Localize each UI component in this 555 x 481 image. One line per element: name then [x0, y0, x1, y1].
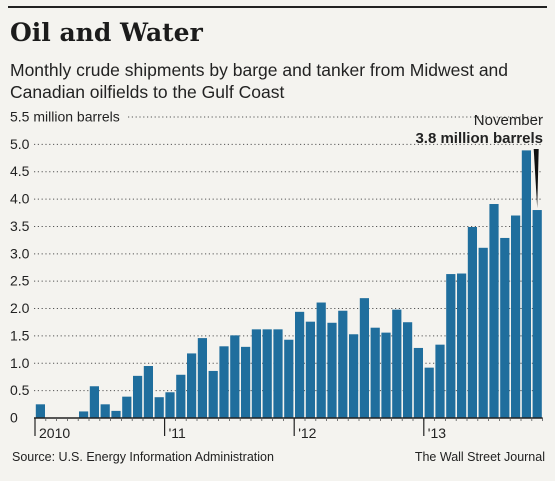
bar [446, 274, 456, 418]
y-tick-label: 2.0 [10, 300, 30, 316]
bar [122, 396, 132, 418]
y-tick-label: 3.5 [10, 218, 30, 234]
x-year-label: '12 [298, 425, 316, 441]
bar [273, 329, 283, 418]
top-rule [8, 6, 547, 8]
bar [219, 346, 229, 418]
x-year-label: 2010 [39, 425, 70, 441]
bar [392, 309, 402, 418]
bar [467, 227, 477, 418]
annotation-value-label: 3.8 million barrels [415, 130, 543, 147]
bar [457, 273, 467, 418]
bar [262, 329, 272, 418]
bar [79, 411, 89, 418]
annotation-month-label: November [474, 112, 543, 129]
bar [241, 346, 251, 418]
x-year-label: '13 [428, 425, 446, 441]
bar [197, 338, 207, 418]
y-tick-label: 5.0 [10, 136, 30, 152]
bar [359, 298, 369, 418]
y-tick-label: 4.0 [10, 191, 30, 207]
bar [435, 344, 445, 418]
bar [111, 410, 121, 418]
bar [251, 329, 261, 418]
bar [208, 370, 218, 418]
annotation-pointer [533, 149, 539, 209]
bar [230, 335, 240, 418]
bar [327, 322, 337, 418]
bar [154, 397, 164, 418]
bar [165, 392, 175, 418]
credit-note: The Wall Street Journal [414, 450, 545, 464]
bar [381, 332, 391, 418]
y-tick-label: 0 [10, 410, 18, 426]
bar [521, 150, 531, 418]
y-tick-label: 0.5 [10, 382, 30, 398]
y-tick-label: 2.5 [10, 273, 30, 289]
bar [35, 404, 45, 418]
bar [89, 386, 99, 418]
bar [532, 210, 542, 418]
bar [500, 237, 510, 418]
source-note: Source: U.S. Energy Information Administ… [12, 450, 274, 464]
bar [424, 367, 434, 418]
x-year-label: '11 [169, 425, 186, 441]
bar [349, 334, 359, 418]
y-tick-label: 4.5 [10, 163, 30, 179]
bar [305, 321, 315, 418]
bar [338, 310, 348, 418]
bar [511, 215, 521, 418]
bar [295, 311, 305, 418]
chart-title: Oil and Water [10, 18, 203, 47]
bar [100, 404, 110, 418]
bar [284, 339, 294, 418]
bar [413, 347, 423, 418]
bar [143, 366, 153, 418]
bar [489, 204, 499, 418]
y-tick-label: 1.5 [10, 327, 30, 343]
y-tick-label: 3.0 [10, 245, 30, 261]
bar [403, 322, 413, 418]
bar [187, 353, 197, 418]
y-tick-label: 5.5 million barrels [10, 109, 120, 125]
bar [316, 302, 326, 418]
bar [370, 327, 380, 418]
y-tick-label: 1.0 [10, 355, 30, 371]
bar [478, 247, 488, 418]
bar [176, 374, 186, 418]
bar [133, 375, 143, 418]
chart-subtitle: Monthly crude shipments by barge and tan… [10, 60, 509, 102]
